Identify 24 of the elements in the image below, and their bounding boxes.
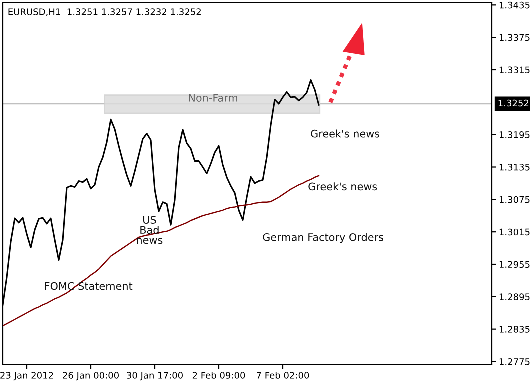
x-tick-label: 26 Jan 00:00 (63, 372, 119, 381)
y-tick-label: 1.3435 (500, 2, 530, 9)
y-tick-label: 1.2775 (500, 358, 530, 366)
x-tick-label: 7 Feb 02:00 (257, 372, 310, 379)
annotation: Greek's news (311, 130, 380, 138)
y-tick-label: 1.2835 (500, 326, 530, 333)
y-tick-label: 1.3195 (500, 132, 530, 138)
annotation: Greek's news (308, 182, 378, 191)
annotation: FOMC Statement (45, 282, 133, 290)
annotation: German Factory Orders (263, 233, 384, 244)
ref-line-label: 1.3252 (498, 100, 529, 107)
y-tick-label: 1.3075 (500, 196, 530, 204)
x-tick-label: 23 Jan 2012 (0, 372, 54, 381)
annotation: Non-Farm (189, 94, 238, 102)
y-tick-label: 1.3315 (500, 66, 530, 74)
y-tick-label: 1.2955 (500, 261, 530, 268)
y-tick-label: 1.3135 (500, 164, 530, 171)
y-tick-label: 1.3015 (500, 228, 530, 236)
text: EURUSD,H1 1.3251 1.3257 1.3232 1.3252 (8, 8, 201, 16)
x-tick-label: 30 Jan 17:00 (127, 372, 183, 381)
x-tick-label: 2 Feb 09:00 (192, 372, 246, 379)
y-tick-label: 1.2895 (500, 294, 530, 300)
y-tick-label: 1.3375 (500, 34, 530, 42)
annotation: US Bad news (137, 216, 163, 244)
